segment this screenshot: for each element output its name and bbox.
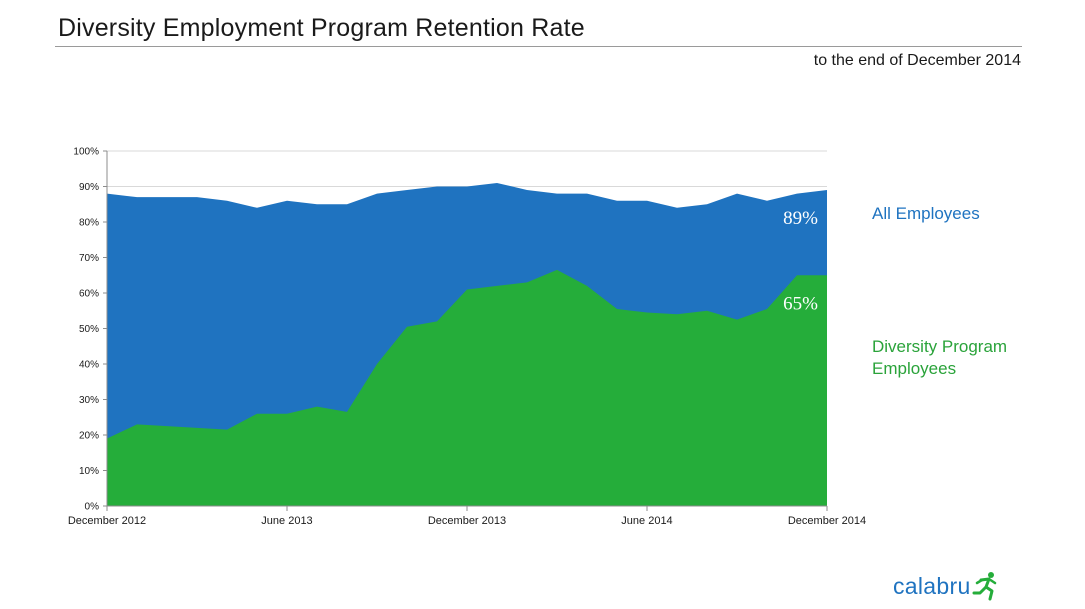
legend-all-employees: All Employees	[872, 204, 980, 223]
chart-subtitle: to the end of December 2014	[813, 52, 1021, 69]
chart-title: Diversity Employment Program Retention R…	[58, 14, 585, 42]
x-tick-label: December 2014	[788, 515, 866, 527]
y-tick-label: 10%	[79, 466, 99, 477]
x-tick-label: June 2013	[261, 515, 312, 527]
area-series	[107, 182, 827, 506]
y-tick-label: 70%	[79, 253, 99, 264]
data-labels: 89% 65%	[783, 208, 818, 314]
calabru-logo: calabru	[893, 570, 998, 602]
y-tick-label: 30%	[79, 395, 99, 406]
x-tick-label: December 2012	[68, 515, 146, 527]
y-tick-label: 50%	[79, 324, 99, 335]
end-label-diversity-program-employees: 65%	[783, 293, 818, 314]
y-tick-label: 90%	[79, 182, 99, 193]
x-tick-label: December 2013	[428, 515, 506, 527]
y-tick-label: 40%	[79, 360, 99, 371]
end-label-all-employees: 89%	[783, 208, 818, 229]
y-tick-label: 0%	[85, 502, 100, 513]
axes: 0% 10% 20% 30% 40% 50% 60% 70% 80% 90% 100% Decembe…	[68, 147, 866, 528]
y-tick-label: 80%	[79, 218, 99, 229]
x-tick-label: June 2014	[621, 515, 672, 527]
y-tick-label: 20%	[79, 431, 99, 442]
y-tick-label: 100%	[73, 147, 99, 158]
logo-text: calabru	[893, 572, 971, 599]
y-tick-label: 60%	[79, 289, 99, 300]
legend-diversity-program-employees: Diversity Program Employees	[872, 337, 1008, 378]
title-divider	[55, 46, 1022, 47]
running-person-icon	[972, 572, 996, 601]
area-diversity-program-employees	[107, 269, 827, 506]
